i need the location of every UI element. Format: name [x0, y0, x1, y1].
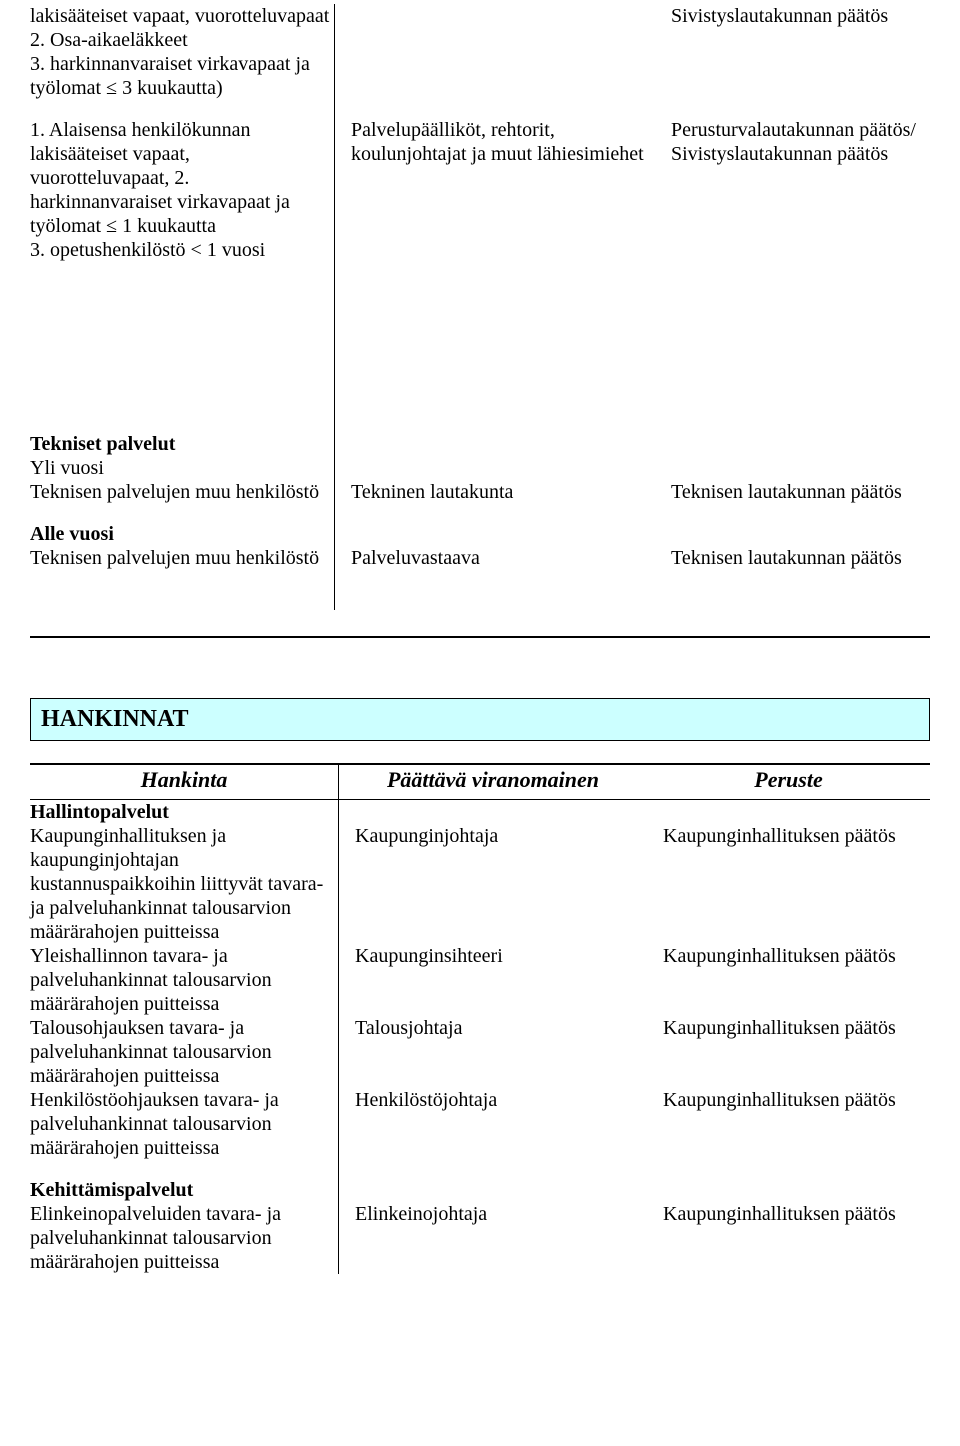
- cell-col3: Teknisen lautakunnan päätös: [671, 547, 902, 569]
- table-row: Tekniset palvelut Yli vuosi Teknisen pal…: [30, 432, 930, 504]
- spacer-row: [30, 504, 930, 522]
- table-row: Yleishallinnon tavara- ja palveluhankinn…: [30, 944, 930, 1016]
- cell-col3: Kaupunginhallituksen päätös: [647, 1088, 930, 1160]
- top-table: lakisääteiset vapaat, vuorotteluvapaat2.…: [30, 4, 930, 610]
- cell-col2: Palvelupäälliköt, rehtorit, koulunjohtaj…: [335, 118, 656, 262]
- cell-col2: Tekninen lautakunta: [351, 481, 513, 503]
- cell-col2: Elinkeinojohtaja: [355, 1203, 487, 1225]
- section-subheader: Alle vuosi: [30, 523, 114, 545]
- divider: [30, 636, 930, 638]
- section-subheader: Kehittämispalvelut: [30, 1179, 193, 1201]
- text-line: Yli vuosi: [30, 457, 104, 479]
- cell-col3: Sivistyslautakunnan päätös: [655, 4, 930, 100]
- table-row: Alle vuosi Teknisen palvelujen muu henki…: [30, 522, 930, 570]
- cell-col2: Kaupunginjohtaja: [355, 825, 498, 847]
- cell-col1: Henkilöstöohjauksen tavara- ja palveluha…: [30, 1088, 339, 1160]
- cell-col1: 1. Alaisensa henkilökunnan lakisääteiset…: [30, 118, 335, 262]
- section-subheader: Hallintopalvelut: [30, 801, 169, 823]
- spacer-row: [30, 262, 930, 432]
- cell-col2: Kaupunginsihteeri: [339, 944, 648, 1016]
- table-row: 1. Alaisensa henkilökunnan lakisääteiset…: [30, 118, 930, 262]
- cell-col2: Talousjohtaja: [339, 1016, 648, 1088]
- column-header: Peruste: [647, 764, 930, 800]
- column-header: Hankinta: [30, 764, 339, 800]
- table-row: Henkilöstöohjauksen tavara- ja palveluha…: [30, 1088, 930, 1160]
- cell-col1: Talousohjauksen tavara- ja palveluhankin…: [30, 1016, 339, 1088]
- section-subheader: Tekniset palvelut: [30, 433, 175, 455]
- cell-col3: Kaupunginhallituksen päätös: [663, 1203, 896, 1225]
- spacer-row: [30, 100, 930, 118]
- cell-col1: Yleishallinnon tavara- ja palveluhankinn…: [30, 944, 339, 1016]
- table-row: Talousohjauksen tavara- ja palveluhankin…: [30, 1016, 930, 1088]
- table-row: Kehittämispalvelut Elinkeinopalveluiden …: [30, 1178, 930, 1274]
- table-header-row: Hankinta Päättävä viranomainen Peruste: [30, 764, 930, 800]
- cell-text: Teknisen palvelujen muu henkilöstö: [30, 547, 319, 569]
- table-row: lakisääteiset vapaat, vuorotteluvapaat2.…: [30, 4, 930, 100]
- cell-col3: Teknisen lautakunnan päätös: [671, 481, 902, 503]
- cell-col3: Kaupunginhallituksen päätös: [647, 944, 930, 1016]
- spacer-row: [30, 1160, 930, 1178]
- cell-col2: Henkilöstöjohtaja: [339, 1088, 648, 1160]
- cell-col3: Kaupunginhallituksen päätös: [647, 1016, 930, 1088]
- cell-text: Elinkeinopalveluiden tavara- ja palveluh…: [30, 1203, 281, 1273]
- column-header: Päättävä viranomainen: [339, 764, 648, 800]
- cell-col1: lakisääteiset vapaat, vuorotteluvapaat2.…: [30, 4, 335, 100]
- cell-col3: Kaupunginhallituksen päätös: [663, 825, 896, 847]
- section-title: HANKINNAT: [41, 706, 189, 732]
- section-title-box: HANKINNAT: [30, 698, 930, 741]
- hankinta-table: Hankinta Päättävä viranomainen Peruste H…: [30, 763, 930, 1274]
- cell-text: Teknisen palvelujen muu henkilöstö: [30, 481, 319, 503]
- table-row: Hallintopalvelut Kaupunginhallituksen ja…: [30, 800, 930, 945]
- cell-text: Kaupunginhallituksen ja kaupunginjohtaja…: [30, 825, 323, 943]
- cell-col2: [335, 4, 656, 100]
- cell-col3: Perusturvalautakunnan päätös/ Sivistysla…: [655, 118, 930, 262]
- spacer-row: [30, 570, 930, 610]
- cell-col2: Palveluvastaava: [351, 547, 480, 569]
